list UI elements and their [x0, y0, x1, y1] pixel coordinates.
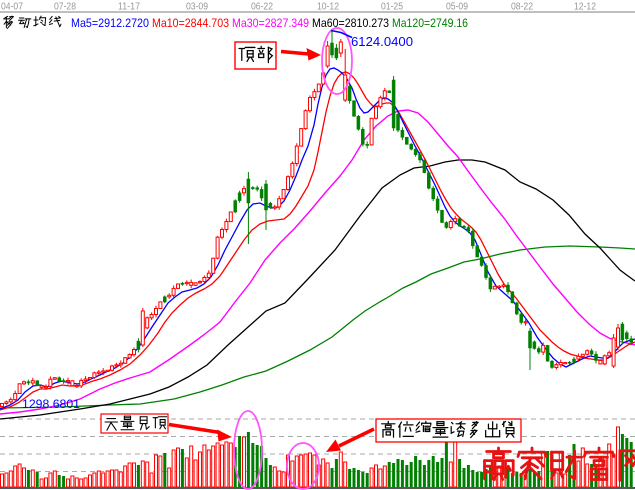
- svg-text:07-28: 07-28: [54, 2, 76, 13]
- svg-text:1298.6801: 1298.6801: [22, 397, 80, 411]
- svg-text:6124.0400: 6124.0400: [351, 34, 413, 49]
- svg-text:Ma120=2749.16: Ma120=2749.16: [392, 16, 468, 30]
- svg-text:Ma60=2810.273: Ma60=2810.273: [312, 16, 389, 30]
- svg-text:10-12: 10-12: [317, 2, 339, 13]
- svg-text:05-09: 05-09: [446, 2, 468, 13]
- svg-text:04-07: 04-07: [1, 2, 23, 13]
- svg-text:Ma10=2844.703: Ma10=2844.703: [152, 16, 229, 30]
- svg-text:08-22: 08-22: [511, 2, 533, 13]
- svg-text:03-09: 03-09: [186, 2, 208, 13]
- svg-text:Ma30=2827.349: Ma30=2827.349: [232, 16, 309, 30]
- svg-text:11-17: 11-17: [118, 2, 140, 13]
- svg-text:12-12: 12-12: [574, 2, 596, 13]
- svg-text:Ma5=2912.2720: Ma5=2912.2720: [71, 16, 149, 30]
- svg-text:06-22: 06-22: [251, 2, 273, 13]
- svg-text:01-25: 01-25: [381, 2, 403, 13]
